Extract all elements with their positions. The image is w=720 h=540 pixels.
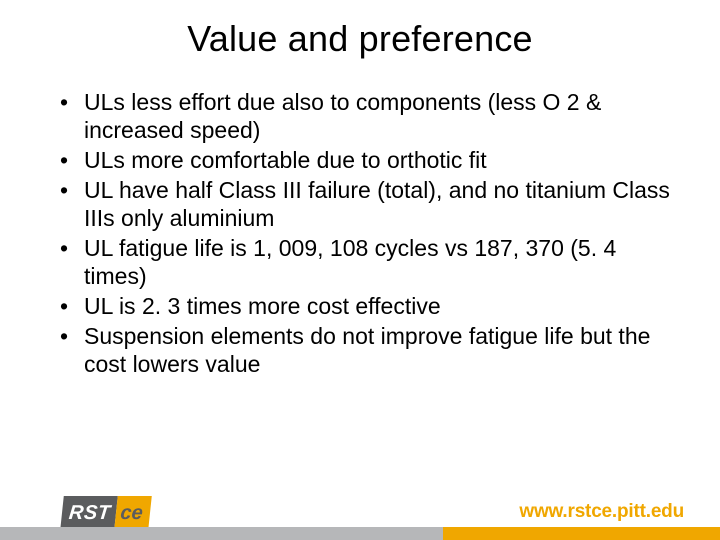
slide: Value and preference ULs less effort due… [0, 0, 720, 540]
logo-right: ce [114, 496, 152, 530]
bullet-item: UL fatigue life is 1, 009, 108 cycles vs… [58, 234, 670, 290]
bullet-item: UL is 2. 3 times more cost effective [58, 292, 670, 320]
bullet-item: ULs less effort due also to components (… [58, 88, 670, 144]
bullet-item: UL have half Class III failure (total), … [58, 176, 670, 232]
footer-band-yellow [443, 527, 720, 540]
footer: RST ce www.rstce.pitt.edu [0, 490, 720, 540]
footer-band-gray [0, 527, 443, 540]
slide-title: Value and preference [50, 18, 670, 60]
rstce-logo: RST ce [60, 496, 151, 530]
footer-band [0, 527, 720, 540]
bullet-item: ULs more comfortable due to orthotic fit [58, 146, 670, 174]
bullet-item: Suspension elements do not improve fatig… [58, 322, 670, 378]
footer-url: www.rstce.pitt.edu [519, 501, 684, 523]
logo-left: RST [60, 496, 117, 530]
bullet-list: ULs less effort due also to components (… [50, 88, 670, 378]
